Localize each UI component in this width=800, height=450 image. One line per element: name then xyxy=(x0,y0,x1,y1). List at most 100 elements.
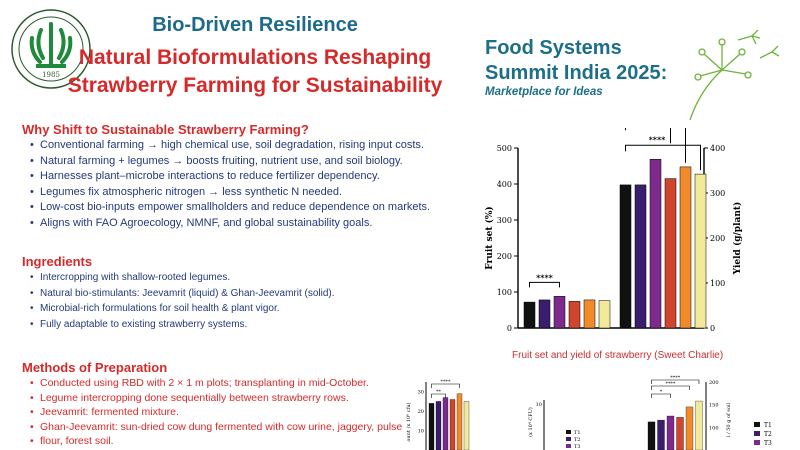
dandelion-icon xyxy=(689,30,780,121)
legend-swatch xyxy=(566,437,571,441)
y-tick-label: 10 xyxy=(536,402,542,408)
bar-yield-T6 xyxy=(694,173,707,329)
list-item: Microbial-rich formulations for soil hea… xyxy=(30,301,335,317)
bar-fruit-set-T1 xyxy=(523,301,536,329)
list-item: flour, forest soil. xyxy=(30,434,402,449)
y-axis-title: (x 10⁴ CFU) xyxy=(527,407,534,437)
y-tick-label: 100 xyxy=(497,288,512,297)
significance-bracket xyxy=(625,128,686,163)
poster-subtitle-1: Natural Bioformulations Reshaping xyxy=(78,46,432,69)
y-tick-label: 500 xyxy=(497,144,512,153)
section-heading-ingredients: Ingredients xyxy=(22,254,93,269)
significance-label: **** xyxy=(666,381,677,387)
y2-axis-title: l / 50 g of soil xyxy=(726,402,732,437)
legend-label: T1 xyxy=(574,430,581,436)
bar-T3 xyxy=(666,415,675,450)
list-item: Fully adaptable to existing strawberry s… xyxy=(30,317,335,333)
y2-tick-label: 100 xyxy=(710,279,725,288)
ingredients-list: Intercropping with shallow-rooted legume… xyxy=(30,270,335,332)
bar-yield-T4 xyxy=(664,178,677,329)
bar-yield-T5 xyxy=(679,166,692,329)
y-tick-label: 300 xyxy=(497,216,512,225)
bar-T2 xyxy=(657,419,665,450)
legend-label: T2 xyxy=(574,437,581,443)
bar-T4 xyxy=(676,417,684,450)
significance-bracket xyxy=(651,379,700,384)
y2-tick-label: 400 xyxy=(710,144,725,153)
y2-axis-title: Yield (g/plant) xyxy=(732,202,743,276)
bar-fruit-set-T4 xyxy=(568,301,581,329)
bar-yield-T1 xyxy=(619,184,632,329)
bar-T2 xyxy=(435,401,442,450)
y-tick-label: 400 xyxy=(497,180,512,189)
significance-label: * xyxy=(660,389,663,395)
bar-T6 xyxy=(463,401,470,450)
list-item: Low-cost bio-inputs empower smallholders… xyxy=(30,200,430,216)
bar-fruit-set-T3 xyxy=(553,296,566,329)
significance-label: **** xyxy=(441,379,452,385)
legend-swatch xyxy=(566,444,571,448)
y2-tick-label: 0 xyxy=(710,324,715,333)
bar-T4 xyxy=(449,399,456,450)
significance-bracket xyxy=(431,383,460,388)
bar-yield-T2 xyxy=(634,184,647,329)
y-tick-label: 200 xyxy=(497,252,512,261)
list-item: Conducted using RBD with 2 × 1 m plots; … xyxy=(30,376,402,391)
list-item: Intercropping with shallow-rooted legume… xyxy=(30,270,335,286)
fruit-set-yield-chart: 0 100 200 300 400 500 0 100 200 300 400 Fruit set (… xyxy=(484,128,743,333)
bar-yield-T3 xyxy=(649,159,662,329)
significance-label: **** xyxy=(649,134,667,144)
significance-label: ** xyxy=(436,389,442,395)
bar-T6 xyxy=(695,400,703,450)
event-tagline: Marketplace for Ideas xyxy=(485,86,603,98)
y-tick-label: 20 xyxy=(418,409,424,415)
y2-tick-label: 200 xyxy=(709,380,719,386)
y2-tick-label: 200 xyxy=(710,234,725,243)
list-item: Natural farming + legumes → boosts fruit… xyxy=(30,154,430,170)
poster-title: Bio-Driven Resilience xyxy=(152,14,358,36)
bar-T5 xyxy=(456,393,463,450)
institution-logo: 1985 xyxy=(11,9,91,89)
y-tick-label: 30 xyxy=(418,390,424,396)
significance-label: **** xyxy=(536,272,554,282)
significance-bracket xyxy=(431,393,446,398)
significance-label: **** xyxy=(670,375,681,381)
section-heading-methods: Methods of Preparation xyxy=(22,360,168,375)
legend-label: T3 xyxy=(764,440,772,447)
section-heading-why: Why Shift to Sustainable Strawberry Farm… xyxy=(22,122,309,137)
bar-T1 xyxy=(647,421,656,450)
legend-label: T2 xyxy=(764,431,772,438)
legend-label: T1 xyxy=(764,422,772,429)
bar-T1 xyxy=(428,403,435,450)
y-axis-title: ount (x 10⁶ cfu) xyxy=(405,402,412,441)
list-item: Conventional farming → high chemical use… xyxy=(30,138,430,154)
legend-swatch xyxy=(566,430,571,434)
significance-bracket xyxy=(651,385,690,390)
event-name-line1: Food Systems xyxy=(485,37,622,59)
bar-fruit-set-T6 xyxy=(598,300,611,329)
bar-fruit-set-T2 xyxy=(538,299,551,329)
bar-fruit-set-T5 xyxy=(583,299,596,329)
list-item: Legume intercropping done sequentially b… xyxy=(30,391,402,406)
list-item: Jeevamrit: fermented mixture. xyxy=(30,405,402,420)
list-item: Ghan-Jeevamrit: sun-dried cow dung ferme… xyxy=(30,420,402,435)
y2-tick-label: 300 xyxy=(710,189,725,198)
event-name-line2: Summit India 2025: xyxy=(485,62,668,84)
y-axis-title: Fruit set (%) xyxy=(484,206,495,269)
list-item: Legumes fix atmospheric nitrogen → less … xyxy=(30,185,430,201)
y2-tick-label: 150 xyxy=(709,403,719,409)
legend-label: T3 xyxy=(574,444,581,450)
bar-T5 xyxy=(685,406,694,450)
why-list: Conventional farming → high chemical use… xyxy=(30,138,430,232)
significance-bracket xyxy=(625,144,701,171)
y-tick-label: 0 xyxy=(507,324,512,333)
list-item: Harnesses plant–microbe interactions to … xyxy=(30,169,430,185)
significance-bracket xyxy=(651,393,671,398)
methods-list: Conducted using RBD with 2 × 1 m plots; … xyxy=(30,376,402,449)
y-tick-label: 10 xyxy=(418,429,424,435)
y2-tick-label: 100 xyxy=(709,425,719,431)
significance-bracket xyxy=(529,281,560,288)
bar-T3 xyxy=(442,397,449,450)
legend-swatch xyxy=(754,440,760,445)
